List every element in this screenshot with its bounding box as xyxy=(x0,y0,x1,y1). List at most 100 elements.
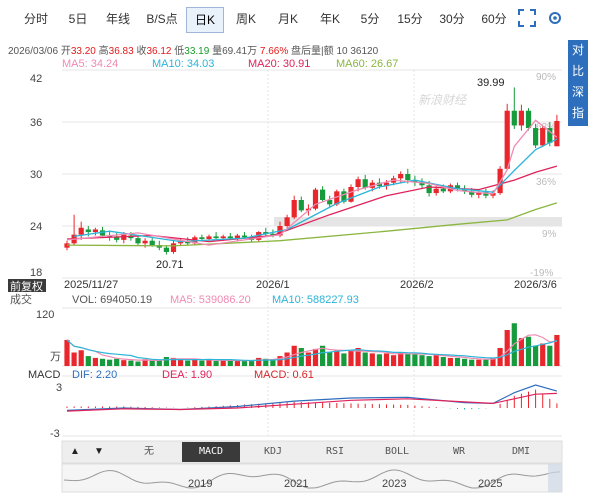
tab-4[interactable]: 日K xyxy=(186,7,224,33)
candle-body xyxy=(78,227,84,235)
volume-bar xyxy=(476,359,482,366)
date-label-feb: 2026/2 xyxy=(400,279,434,291)
volume-ma5-line xyxy=(66,334,557,362)
candle-body xyxy=(135,238,141,244)
tab-6[interactable]: 月K xyxy=(277,12,298,26)
compare-char-3: 深 xyxy=(571,85,584,99)
indicator-tab-0[interactable]: 无 xyxy=(144,446,154,457)
compare-char-4: 指 xyxy=(571,106,584,120)
min-price-label: 20.71 xyxy=(156,259,184,271)
open-label: 开 xyxy=(60,46,71,57)
candle-body xyxy=(170,243,177,252)
volume-bar xyxy=(341,353,347,366)
tab-0[interactable]: 分时 xyxy=(23,12,48,26)
volume-bar xyxy=(440,357,446,366)
candle-body xyxy=(92,229,98,233)
compare-index-button[interactable]: 对 比 深 指 xyxy=(568,40,588,126)
volume-label: 量 xyxy=(212,46,223,57)
volume-bar xyxy=(419,355,425,366)
tab-9[interactable]: 15分 xyxy=(397,12,423,26)
tab-8[interactable]: 5分 xyxy=(360,12,380,26)
candle-body xyxy=(199,237,205,239)
tab-3[interactable]: B/S点 xyxy=(146,12,178,26)
volume-bar xyxy=(298,348,304,366)
macd-tick-bottom: -3 xyxy=(50,428,60,440)
quote-date: 2026/03/06 xyxy=(8,46,59,57)
period-tabs: 分时 5日 年线 B/S点 日K 周K 月K 年K 5分 15分 30分 60分 xyxy=(0,0,595,38)
price-tick-18: 18 xyxy=(30,267,42,279)
settings-icon[interactable] xyxy=(546,9,564,27)
indicator-tab-6[interactable]: DMI xyxy=(511,446,531,457)
volume-bar xyxy=(462,358,468,366)
ma-lines xyxy=(66,119,558,247)
ma60-line xyxy=(66,202,558,247)
candle-body xyxy=(213,236,219,239)
volume-bars xyxy=(64,323,560,366)
volume-tick-120: 120 xyxy=(36,309,54,321)
tab-1[interactable]: 5日 xyxy=(68,12,88,26)
volume-bar xyxy=(433,355,439,366)
candle-body xyxy=(241,235,248,238)
macd-tick-top: 3 xyxy=(56,382,62,394)
volume-bar xyxy=(327,352,333,366)
candle-body xyxy=(469,191,475,195)
volume-bar xyxy=(383,353,390,366)
tab-7[interactable]: 年K xyxy=(319,12,340,26)
macd-series xyxy=(66,384,558,412)
ma20-legend: MA20: 30.91 xyxy=(248,58,311,70)
volume-bar xyxy=(107,359,113,366)
volume-bar xyxy=(149,360,155,366)
volume-bar xyxy=(454,357,461,366)
volume-unit: 万 xyxy=(50,351,61,363)
macd-panel-label: MACD xyxy=(28,369,60,381)
volume-bar xyxy=(121,360,127,366)
fullscreen-icon[interactable] xyxy=(518,9,536,27)
volume-bar xyxy=(483,359,489,366)
candle-body xyxy=(540,128,546,146)
volume-bar xyxy=(305,352,311,366)
candle-body xyxy=(383,182,390,187)
tab-11[interactable]: 60分 xyxy=(481,12,507,26)
tab-10[interactable]: 30分 xyxy=(439,12,465,26)
volume-bar xyxy=(234,361,240,366)
nav-year-2025: 2025 xyxy=(478,478,503,490)
candle-body xyxy=(284,217,290,226)
fuquan-badge[interactable] xyxy=(8,279,46,292)
volume-bar xyxy=(199,360,205,366)
ma20-line xyxy=(66,165,558,243)
tab-5[interactable]: 周K xyxy=(235,12,256,26)
indicator-tab-5[interactable]: WR xyxy=(452,446,466,457)
volume-bar xyxy=(170,357,177,366)
candle-body xyxy=(440,188,446,192)
scroll-left-button[interactable]: ▲ xyxy=(70,446,80,457)
after-hours-label: 盘后量|额 xyxy=(291,46,334,57)
pct-tick-36: 36% xyxy=(536,177,556,188)
indicator-tab-4[interactable]: BOLL xyxy=(384,446,410,457)
volume-bar xyxy=(263,358,269,366)
close-label: 收 xyxy=(136,46,147,57)
pct-tick-63: 63% xyxy=(536,122,556,133)
navigator-selection[interactable] xyxy=(548,464,562,492)
volume-bar xyxy=(362,352,368,366)
ma10-legend: MA10: 34.03 xyxy=(152,58,215,70)
indicator-tab-1[interactable]: MACD xyxy=(182,442,240,462)
tab-2[interactable]: 年线 xyxy=(105,12,130,26)
candle-body xyxy=(511,110,517,126)
indicator-tab-3[interactable]: RSI xyxy=(325,446,345,457)
volume-bar xyxy=(391,355,397,366)
volume-bar xyxy=(490,357,496,366)
ma60-legend: MA60: 26.67 xyxy=(336,58,399,70)
scroll-right-button[interactable]: ▼ xyxy=(94,446,104,457)
volume-bar xyxy=(504,330,510,366)
price-tick-30: 30 xyxy=(30,169,42,181)
volume-bar xyxy=(518,338,524,366)
candle-body xyxy=(220,236,226,239)
candle-body xyxy=(518,110,524,126)
compare-char-2: 比 xyxy=(571,64,584,78)
volume-bar xyxy=(185,360,191,366)
indicator-tab-2[interactable]: KDJ xyxy=(263,446,283,457)
volume-bar xyxy=(320,345,326,366)
ma5-line xyxy=(66,119,558,246)
watermark: 新浪财经 xyxy=(418,93,468,107)
